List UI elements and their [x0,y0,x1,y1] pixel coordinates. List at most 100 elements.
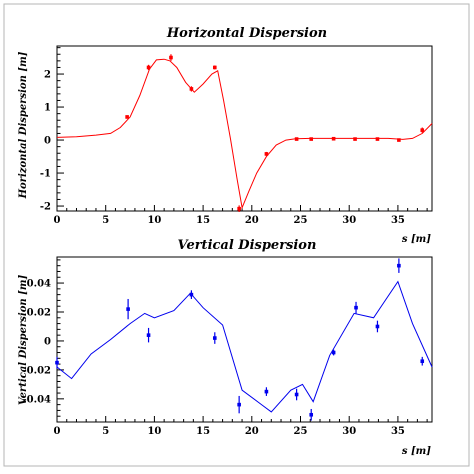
vertical-measurement-point [354,301,358,314]
x-tick-label: 20 [245,426,259,437]
vertical-y-axis-label: Vertical Dispersion [m] [18,275,29,406]
horizontal-marker [189,87,194,91]
vertical-marker [146,333,151,337]
vertical-measurement-point [126,298,130,320]
horizontal-measurement-point [397,138,401,142]
vertical-measurement-point [264,387,269,396]
horizontal-plot-area [56,45,433,212]
x-tick-label: 25 [294,426,308,437]
horizontal-measurement-point [189,86,194,92]
y-tick-label: 0.02 [27,308,51,319]
x-tick-label: 10 [147,215,161,226]
horizontal-marker [331,136,336,141]
y-tick-label: 2 [44,70,51,81]
horizontal-measurement-point [375,137,380,141]
vertical-marker [55,360,59,365]
vertical-marker [331,350,336,355]
y-tick-label: 0 [44,136,51,147]
vertical-measurement-point [294,388,299,401]
x-tick-label: 5 [102,426,109,437]
horizontal-marker [294,137,299,141]
vertical-plot-area [56,256,433,423]
vertical-data-marks [55,258,433,421]
horizontal-marker [212,65,217,70]
x-tick-label: 0 [54,215,61,226]
x-tick-label: 35 [391,215,405,226]
x-tick-label: 15 [196,215,210,226]
vertical-measurement-point [237,395,241,414]
horizontal-marker [125,115,129,119]
vertical-dispersion-panel: Vertical Dispersion Vertical Dispersion … [18,238,433,457]
horizontal-dispersion-panel: Horizontal Dispersion Horizontal Dispers… [18,26,433,245]
vertical-measurement-point [309,408,314,421]
vertical-marker [309,412,314,417]
horizontal-measurement-point [146,64,151,71]
x-tick-label: 30 [342,426,356,437]
horizontal-y-axis-label: Horizontal Dispersion [m] [18,51,29,199]
horizontal-measurement-point [309,137,314,141]
horizontal-marker [309,137,314,141]
horizontal-axes: 0 5 10 15 20 25 30 35 -2 -1 0 1 2 [40,47,428,226]
x-tick-label: 30 [342,215,356,226]
vertical-marker [397,263,401,268]
vertical-marker [264,389,269,394]
vertical-measurement-point [212,332,217,344]
horizontal-measurement-point [212,65,217,70]
x-tick-label: 25 [294,215,308,226]
y-tick-label: -0.04 [22,394,51,405]
horizontal-marker [237,206,241,211]
vertical-marker [375,324,380,329]
vertical-marker [420,359,425,364]
horizontal-data-marks [56,54,433,212]
horizontal-measurement-point [294,137,299,141]
horizontal-marker [375,137,380,141]
x-tick-label: 10 [147,426,161,437]
x-tick-label: 15 [196,426,210,437]
vertical-measurement-point [331,349,336,356]
vertical-measurement-point [420,356,425,366]
horizontal-measurement-point [125,115,129,119]
vertical-model-line [56,280,433,413]
x-tick-label: 35 [391,426,405,437]
horizontal-marker [353,137,357,141]
y-tick-label: 1 [44,103,51,114]
vertical-measurement-point [189,290,194,299]
horizontal-measurement-point [169,54,173,61]
y-tick-label: -1 [40,169,51,180]
horizontal-measurement-point [331,136,336,141]
vertical-marker [126,307,130,311]
horizontal-measurement-point [237,205,241,212]
horizontal-marker [397,138,401,142]
vertical-marker [189,292,194,297]
y-tick-label: 0.04 [27,279,51,290]
vertical-marker [212,336,217,340]
vertical-measurement-point [55,356,59,369]
y-tick-label: -2 [40,202,51,213]
horizontal-measurement-point [264,151,269,156]
vertical-marker [354,305,358,310]
vertical-chart-title: Vertical Dispersion [178,238,317,253]
vertical-x-axis-label: s [m] [402,446,431,457]
horizontal-chart-title: Horizontal Dispersion [166,26,327,41]
vertical-measurement-point [375,320,380,333]
horizontal-x-axis-label: s [m] [402,234,431,245]
vertical-measurement-point [146,327,151,343]
x-tick-label: 5 [102,215,109,226]
horizontal-measurement-point [353,137,357,141]
horizontal-model-line [56,58,433,210]
vertical-axes: 0 5 10 15 20 25 30 35 -0.04 -0.02 0 0.02 0.04 [22,259,428,437]
x-tick-label: 0 [54,426,61,437]
y-tick-label: -0.02 [22,365,51,376]
vertical-marker [294,392,299,397]
vertical-measurement-point [397,258,401,273]
x-tick-label: 20 [245,215,259,226]
vertical-marker [237,402,241,407]
y-tick-label: 0 [44,336,51,347]
horizontal-measurement-point [420,127,425,133]
horizontal-marker [264,152,269,156]
horizontal-marker [169,55,173,60]
figure-frame [3,3,470,467]
horizontal-marker [420,128,425,132]
